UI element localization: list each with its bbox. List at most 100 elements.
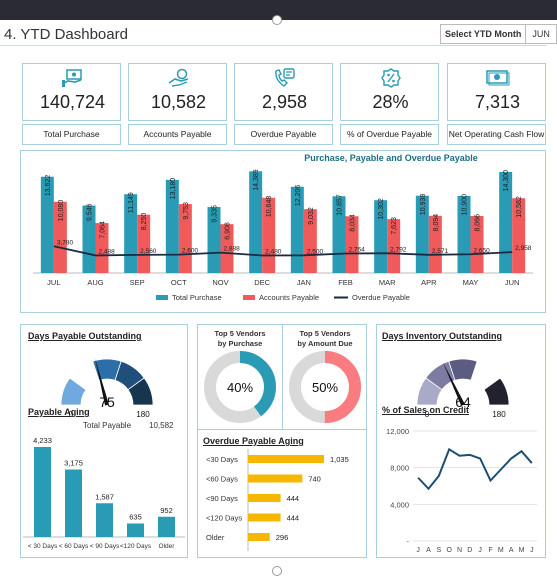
x-tick-label: MAY (463, 278, 479, 287)
aging-tick-label: <120 Days (120, 543, 152, 550)
data-label-total-purchase: 9,335 (212, 205, 219, 223)
bar-accounts-payable (178, 204, 192, 273)
aging-data-label: 635 (129, 512, 142, 521)
data-label-overdue-payable: 2,560 (140, 248, 157, 255)
gauge-value: 64 (455, 394, 471, 410)
credit-line (417, 447, 533, 491)
bar-total-purchase (40, 176, 54, 273)
kpi-total-purchase: 140,724 Total Purchase (22, 63, 121, 145)
donut-fill (289, 351, 361, 423)
data-label-overdue-payable: 2,488 (99, 248, 116, 255)
donut2-title: Top 5 Vendors by Amount Due (283, 329, 367, 349)
bar-total-purchase (207, 207, 221, 273)
bar-accounts-payable (470, 216, 484, 273)
aging-bar (65, 469, 82, 537)
overdue-aging-title: Overdue Payable Aging (203, 436, 304, 446)
aging-bar (127, 523, 144, 537)
ytd-month-value[interactable]: JUN (532, 29, 550, 39)
kpi-value: 10,582 (150, 92, 207, 112)
kpi-accounts-payable: 10,582 Accounts Payable (128, 63, 227, 145)
kpi-overdue-payable: 2,958 Overdue Payable (234, 63, 333, 145)
data-label-overdue-payable: 3,780 (57, 239, 74, 246)
gauge-max-label: 180 (136, 410, 150, 419)
data-label-total-purchase: 10,900 (462, 194, 469, 216)
resize-handle[interactable] (272, 15, 282, 25)
overdue-bar (248, 474, 303, 483)
data-label-accounts-payable: 7,623 (391, 217, 398, 235)
data-label-accounts-payable: 8,094 (433, 214, 440, 232)
bar-accounts-payable (512, 198, 526, 273)
data-label-overdue-payable: 2,480 (265, 248, 282, 255)
overdue-bar (248, 513, 281, 522)
data-label-accounts-payable: 8,034 (350, 214, 357, 232)
x-tick-label: M (519, 547, 525, 554)
top5-amount-due-donut: 50% (289, 351, 361, 423)
data-label-overdue-payable: 2,600 (182, 248, 199, 255)
kpi-box: 140,724 (22, 63, 121, 121)
overdue-aging-chart: <30 Days 1,035 <60 Days 740 <90 Days 444 <120 … (206, 449, 349, 551)
gauge-max-label: 180 (492, 410, 506, 419)
bar-accounts-payable (220, 224, 234, 273)
main-chart-title: Purchase, Payable and Overdue Payable (304, 153, 478, 163)
gauge-min-label: 0 (425, 410, 430, 419)
data-label-overdue-payable: 2,958 (515, 245, 532, 252)
bar-total-purchase (249, 171, 263, 273)
donut1-title-line1: Top 5 Vendors (214, 329, 266, 338)
donut-divider (282, 325, 283, 429)
aging-tick-label: < 60 Days (59, 543, 89, 550)
payable-hand-icon (168, 68, 189, 87)
kpi-label: Overdue Payable (234, 124, 333, 145)
dpo-gauge: 75 0 180 (60, 358, 154, 419)
bar-accounts-payable (53, 201, 67, 273)
bar-accounts-payable (345, 216, 359, 273)
overdue-tick-label: <90 Days (206, 494, 238, 503)
y-tick-label: 12,000 (386, 427, 409, 436)
title-divider (0, 45, 547, 46)
resize-handle-bottom[interactable] (272, 566, 282, 576)
banknote-icon (486, 70, 510, 86)
x-tick-label: JAN (297, 278, 311, 287)
kpi-label: Accounts Payable (128, 124, 227, 145)
data-label-overdue-payable: 2,571 (432, 248, 449, 255)
data-label-total-purchase: 10,302 (378, 198, 385, 220)
donut-fill (204, 351, 276, 423)
data-label-accounts-payable: 10,648 (266, 196, 273, 218)
donut1-title-line2: by Purchase (217, 339, 263, 348)
x-tick-label: S (436, 547, 441, 554)
ytd-month-selector[interactable]: Select YTD Month JUN (440, 24, 557, 44)
gauge-needle (95, 358, 109, 406)
kpi-value: 7,313 (474, 92, 521, 112)
overdue-data-label: 296 (276, 533, 289, 542)
overdue-bar (248, 494, 281, 502)
overdue-tick-label: <60 Days (206, 475, 238, 484)
donut-label: 50% (312, 380, 338, 395)
aging-tick-label: < 90 Days (90, 543, 120, 550)
data-label-total-purchase: 10,857 (337, 194, 344, 216)
legend-label-overdue-payable: Overdue Payable (352, 293, 410, 302)
data-label-accounts-payable: 10,080 (58, 200, 65, 222)
kpi-label: % of Overdue Payable (340, 124, 439, 145)
bar-accounts-payable (137, 214, 151, 273)
data-label-accounts-payable: 10,582 (516, 196, 523, 218)
aging-data-label: 952 (160, 506, 173, 515)
kpi-box: 2,958 (234, 63, 333, 121)
ytd-month-label: Select YTD Month (441, 25, 527, 43)
x-tick-label: J (416, 547, 420, 554)
legend-swatch-accounts-payable (243, 295, 255, 300)
kpi-box: 7,313 (447, 63, 546, 121)
overdue-data-label: 444 (287, 494, 300, 503)
aging-tick-label: < 30 Days (28, 543, 58, 550)
x-tick-label: FEB (338, 278, 353, 287)
vendors-divider (198, 429, 366, 430)
donut1-title: Top 5 Vendors by Purchase (198, 329, 282, 349)
dpo-panel: Days Payable Outstanding 75 0 180 Payable … (20, 324, 188, 558)
x-tick-label: F (488, 547, 492, 554)
dpo-title: Days Payable Outstanding (28, 331, 142, 341)
data-label-overdue-payable: 2,764 (349, 246, 366, 253)
x-tick-label: J (530, 547, 534, 554)
cash-hand-icon (61, 69, 82, 87)
data-label-overdue-payable: 2,500 (307, 248, 324, 255)
dio-gauge: 64 0 180 (416, 358, 510, 419)
top-bar (0, 0, 557, 25)
